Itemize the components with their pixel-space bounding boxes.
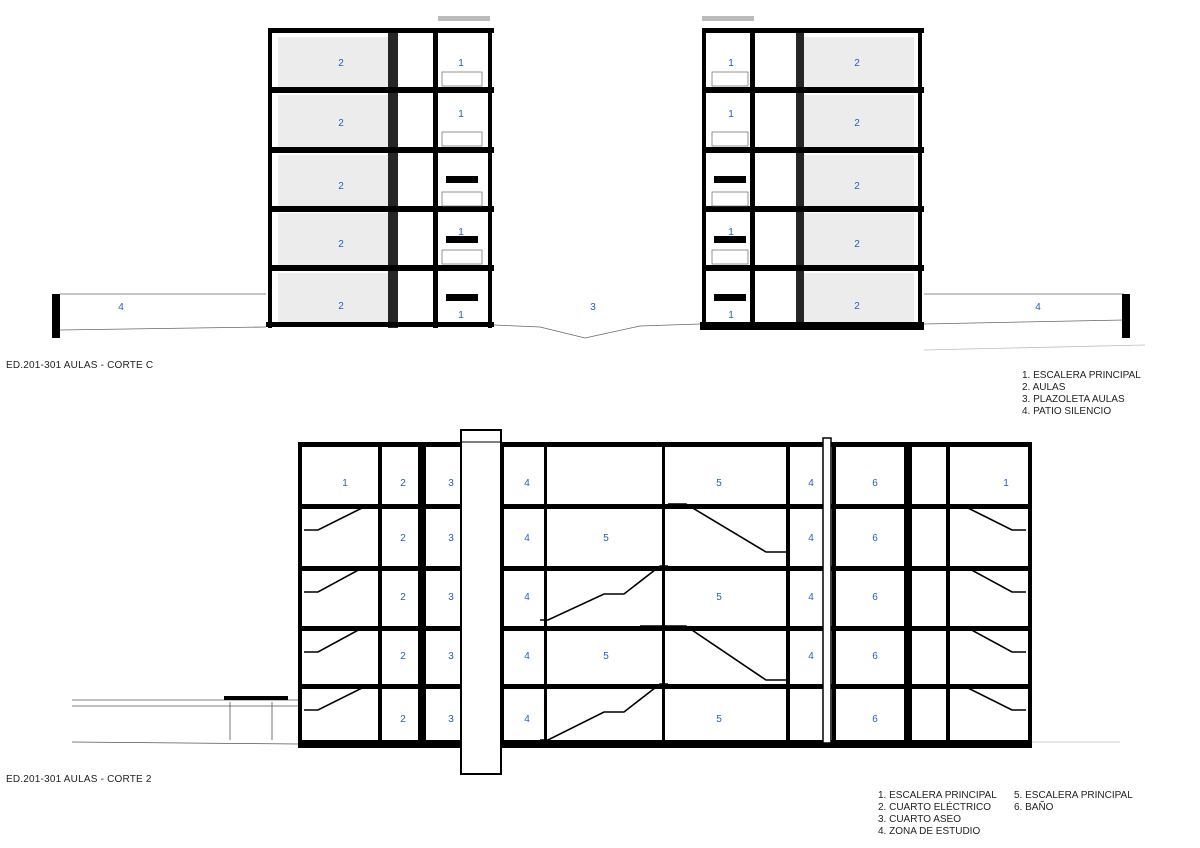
room-number: 1 [728,227,734,238]
room-number: 6 [872,592,878,603]
room-number: 1 [728,58,734,69]
legend-item: 1. ESCALERA PRINCIPAL [1022,370,1141,381]
legend-item: 6. BAÑO [1014,802,1054,813]
room-number: 2 [400,592,406,603]
room-number: 2 [854,118,860,129]
room-number: 3 [590,302,596,313]
section-2-caption: ED.201-301 AULAS - CORTE 2 [6,774,152,785]
room-number: 1 [342,478,348,489]
room-number: 4 [524,592,530,603]
room-number: 5 [603,651,609,662]
room-number: 2 [338,181,344,192]
room-number: 1 [458,310,464,321]
room-number: 2 [338,239,344,250]
legend-item: 4. ZONA DE ESTUDIO [878,826,981,837]
room-number: 4 [1035,302,1041,313]
room-number: 4 [808,478,814,489]
section-c-drawing: 2 2 2 2 2 1 1 1 1 1 1 1 1 2 2 2 2 2 3 4 … [52,16,1146,351]
room-number: 4 [808,533,814,544]
section-c-legend: 1. ESCALERA PRINCIPAL 2. AULAS 3. PLAZOL… [1022,370,1141,418]
room-number: 5 [716,592,722,603]
section-c-room-numbers: 2 2 2 2 2 1 1 1 1 1 1 1 1 2 2 2 2 2 3 4 … [118,58,1041,321]
room-number: 6 [872,651,878,662]
room-number: 5 [716,478,722,489]
room-number: 3 [448,714,454,725]
room-number: 2 [854,239,860,250]
legend-item: 3. CUARTO ASEO [878,814,961,825]
room-number: 2 [854,301,860,312]
room-number: 2 [854,58,860,69]
room-number: 3 [448,478,454,489]
room-number: 1 [1003,478,1009,489]
section-c-right-building [700,16,924,330]
room-number: 2 [400,478,406,489]
room-number: 1 [458,227,464,238]
room-number: 2 [400,533,406,544]
room-number: 2 [400,714,406,725]
legend-item: 5. ESCALERA PRINCIPAL [1014,790,1133,801]
room-number: 4 [524,533,530,544]
section-2-legend-col2: 5. ESCALERA PRINCIPAL 6. BAÑO [1014,790,1133,814]
room-number: 6 [872,478,878,489]
room-number: 2 [338,58,344,69]
room-number: 3 [448,592,454,603]
room-number: 4 [524,651,530,662]
room-number: 2 [338,301,344,312]
section-2-left-canopy [71,699,299,745]
section-c-left-building [266,16,494,328]
room-number: 2 [854,181,860,192]
room-number: 2 [338,118,344,129]
room-number: 1 [458,109,464,120]
room-number: 4 [524,714,530,725]
section-2-left-stairs [304,507,376,711]
legend-item: 3. PLAZOLETA AULAS [1022,394,1125,405]
room-number: 1 [728,310,734,321]
room-number: 2 [400,651,406,662]
room-number: 3 [448,533,454,544]
room-number: 4 [524,478,530,489]
room-number: 5 [603,533,609,544]
room-number: 4 [118,302,124,313]
legend-item: 2. CUARTO ELÉCTRICO [878,802,991,813]
room-number: 4 [808,592,814,603]
section-c-ground [59,293,1146,351]
room-number: 6 [872,714,878,725]
room-number: 5 [716,714,722,725]
legend-item: 2. AULAS [1022,382,1066,393]
legend-item: 1. ESCALERA PRINCIPAL [878,790,997,801]
section-2-room-numbers: 1 1 2 2 2 2 2 3 3 3 3 3 4 4 4 4 4 4 4 4 … [342,478,1009,725]
room-number: 1 [728,109,734,120]
section-2-legend-col1: 1. ESCALERA PRINCIPAL 2. CUARTO ELÉCTRIC… [878,790,997,838]
room-number: 3 [448,651,454,662]
section-c-caption: ED.201-301 AULAS - CORTE C [6,360,154,371]
section-2-central-stairs [540,503,786,741]
section-2-right-stairs [954,507,1026,711]
room-number: 6 [872,533,878,544]
legend-item: 4. PATIO SILENCIO [1022,406,1112,417]
room-number: 4 [808,651,814,662]
section-2-drawing: 1 1 2 2 2 2 2 3 3 3 3 3 4 4 4 4 4 4 4 4 … [71,429,1120,775]
room-number: 1 [458,58,464,69]
